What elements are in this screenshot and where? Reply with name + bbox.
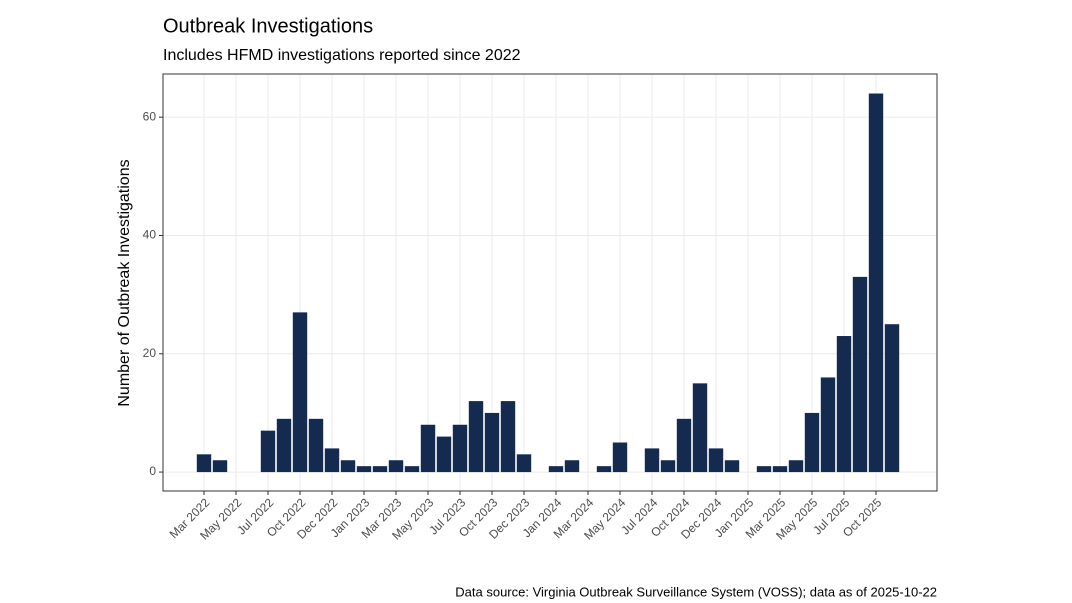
bar [324,448,340,473]
bar [660,460,676,473]
y-tick-label: 20 [143,346,157,360]
y-axis-label: Number of Outbreak Investigations [116,159,133,406]
bar [420,424,436,473]
bar [692,383,708,473]
bar [340,460,356,473]
bar [788,460,804,473]
bar [644,448,660,473]
bar [404,466,420,473]
bar [276,418,292,473]
bar [516,454,532,473]
y-tick-label: 40 [143,228,157,242]
bar [868,93,884,473]
bar [724,460,740,473]
bar [436,436,452,473]
bar [596,466,612,473]
bar [852,276,868,473]
plot-border [162,73,938,492]
chart-title: Outbreak Investigations [163,15,373,37]
bar [804,412,820,473]
bar [756,466,772,473]
bar [468,401,484,473]
bar [548,466,564,473]
bar [836,336,852,473]
bar [676,418,692,473]
bar [708,448,724,473]
chart-subtitle: Includes HFMD investigations reported si… [163,47,521,64]
bar [820,377,836,473]
y-tick-label: 60 [143,109,157,123]
bar [372,466,388,473]
y-tick-label: 0 [149,464,156,478]
bar [884,324,900,473]
bar [484,412,500,473]
bar [452,424,468,473]
bar [612,442,628,473]
bar [196,454,212,473]
bar [260,430,276,473]
bar [564,460,580,473]
bar [292,312,308,473]
bar [356,466,372,473]
bar [772,466,788,473]
bar [500,401,516,473]
bar [308,418,324,473]
caption: Data source: Virginia Outbreak Surveilla… [455,584,937,599]
bar [212,460,228,473]
bar [388,460,404,473]
